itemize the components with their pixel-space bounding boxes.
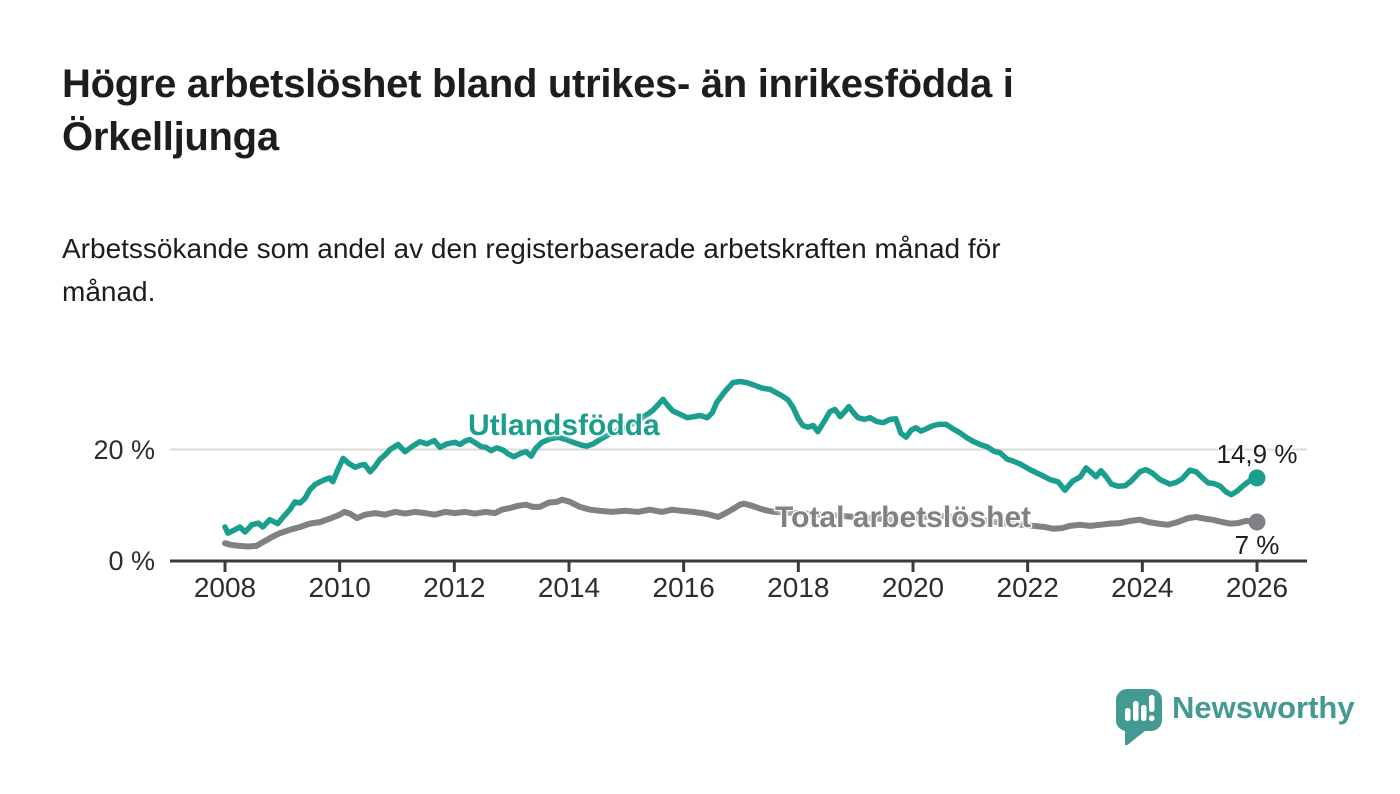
bar-3 [1141,705,1147,721]
x-tick-label-2024: 2024 [1111,572,1174,603]
exclamation-bar [1149,695,1155,712]
chart-subtitle: Arbetssökande som andel av den registerb… [62,228,1282,313]
series-end-dot-0 [1248,469,1266,487]
series-line-1 [222,496,1260,550]
newsworthy-logo: Newsworthy [1115,688,1355,747]
bar-1 [1125,708,1131,721]
x-tick-label-2022: 2022 [996,572,1059,603]
speech-bubble-shape [1115,689,1162,746]
x-tick-label-2012: 2012 [423,572,486,603]
exclamation-dot [1149,715,1155,721]
newsworthy-logo-icon [1115,689,1162,746]
x-tick-label-2014: 2014 [537,572,601,603]
series-label-utlandsfodda: Utlandsfödda [468,409,660,442]
page-title-line-2: Örkelljunga [62,114,279,159]
page-title: Högre arbetslöshet bland utrikes- än inr… [62,58,1242,164]
bar-2 [1133,701,1139,721]
page-title-line-1: Högre arbetslöshet bland utrikes- än inr… [62,62,1014,106]
x-tick-label-2016: 2016 [652,572,715,603]
series-line-0 [222,378,1260,536]
end-value-label-0: 14,9 % [1216,438,1298,469]
x-tick-label-2018: 2018 [767,572,830,603]
newsworthy-logo-text: Newsworthy [1172,690,1355,725]
x-tick-label-2026: 2026 [1225,572,1289,603]
series-end-dot-1 [1248,513,1266,531]
chart-subtitle-line-1: Arbetssökande som andel av den registerb… [62,233,1001,264]
x-tick-label-2020: 2020 [881,572,945,603]
y-tick-label-0: 0 % [108,546,155,576]
y-tick-label-20: 20 % [93,434,155,465]
x-tick-label-2010: 2010 [308,572,371,603]
end-value-label-1: 7 % [1234,529,1280,560]
series-label-total-arbetsloshet: Total arbetslöshet [775,501,1032,534]
x-tick-label-2008: 2008 [193,572,257,603]
chart-subtitle-line-2: månad. [62,275,156,307]
